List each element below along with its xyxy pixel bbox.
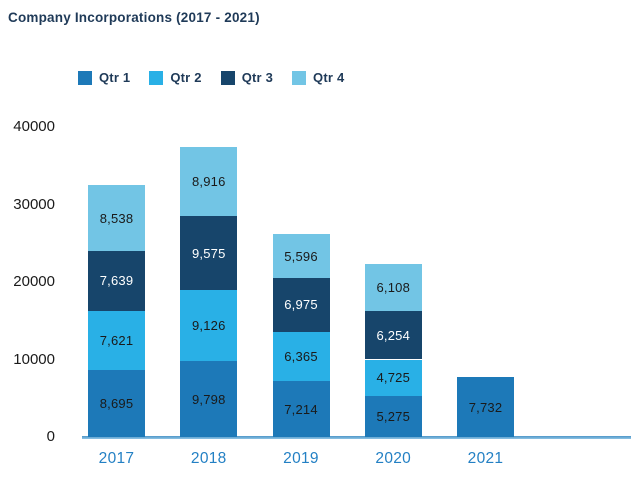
bar-segment-value-label: 8,695 (99, 395, 134, 411)
bar-segment-value-label: 6,365 (284, 348, 318, 364)
x-axis-category-label: 2017 (98, 450, 135, 467)
bar-segment: 6,108 (364, 263, 422, 312)
chart-legend: Qtr 1 Qtr 2 Qtr 3 Qtr 4 (78, 70, 344, 85)
bar-segment-value-label: 8,916 (191, 174, 226, 190)
bar-segment-value-label: 6,254 (376, 327, 411, 343)
bar-segment: 6,975 (272, 277, 330, 332)
bar-segment: 7,732 (457, 377, 514, 437)
chart-title: Company Incorporations (2017 - 2021) (8, 10, 260, 25)
bar-segment: 7,621 (88, 310, 145, 370)
bar-segment-value-label: 5,596 (284, 248, 318, 264)
legend-swatch-icon (292, 70, 307, 85)
bar-segment: 7,639 (88, 251, 145, 311)
bar-segment: 9,798 (180, 361, 238, 437)
bar-segment-value-label: 7,214 (284, 401, 318, 417)
bar-segment: 8,916 (180, 147, 238, 217)
bar-segment-value-label: 9,798 (191, 391, 226, 407)
legend-label: Qtr 3 (241, 70, 274, 85)
legend-swatch-icon (78, 70, 92, 85)
y-axis-tick-label: 10000 (13, 350, 55, 368)
bar-segment-value-label: 7,639 (99, 273, 134, 289)
bar-segment: 6,365 (272, 331, 330, 382)
bar-segment-value-label: 9,575 (191, 245, 226, 261)
bar-segment: 6,254 (364, 311, 422, 360)
bar-segment-value-label: 4,725 (376, 370, 411, 386)
bar-segment-value-label: 6,975 (284, 297, 318, 313)
bar-segment: 9,126 (180, 290, 238, 362)
legend-label: Qtr 2 (170, 70, 202, 85)
x-axis-category-label: 2019 (283, 450, 319, 467)
y-axis-tick-label: 30000 (13, 195, 55, 213)
bar-segment: 5,596 (272, 234, 330, 278)
bar-segment: 8,695 (88, 369, 145, 437)
bar-segment: 7,214 (272, 381, 330, 437)
legend-swatch-icon (220, 70, 235, 85)
legend-item: Qtr 3 (220, 70, 274, 85)
bar-segment: 4,725 (364, 359, 422, 397)
bar-segment: 8,538 (88, 185, 145, 252)
bar-segment: 9,575 (180, 216, 238, 291)
bar-segment-value-label: 6,108 (376, 279, 411, 295)
x-axis-category-label: 2018 (190, 450, 227, 467)
legend-label: Qtr 4 (313, 70, 345, 85)
legend-item: Qtr 1 (78, 70, 130, 85)
legend-item: Qtr 2 (149, 70, 201, 85)
y-axis-tick-label: 0 (46, 428, 55, 445)
bar-segment: 5,275 (364, 396, 422, 437)
legend-label: Qtr 1 (99, 70, 131, 85)
x-axis-line (82, 436, 631, 439)
bar-segment-value-label: 7,621 (99, 332, 134, 348)
bar-segment-value-label: 8,538 (99, 210, 134, 226)
legend-item: Qtr 4 (292, 70, 344, 85)
x-axis-category-label: 2020 (375, 450, 412, 467)
bar-segment-value-label: 9,126 (191, 318, 226, 334)
bar-segment-value-label: 5,275 (376, 409, 411, 425)
y-axis-tick-label: 40000 (13, 118, 55, 135)
x-axis-category-label: 2021 (467, 450, 504, 467)
legend-swatch-icon (149, 70, 164, 85)
bar-segment-value-label: 7,732 (468, 399, 503, 415)
y-axis-tick-label: 20000 (13, 273, 55, 290)
